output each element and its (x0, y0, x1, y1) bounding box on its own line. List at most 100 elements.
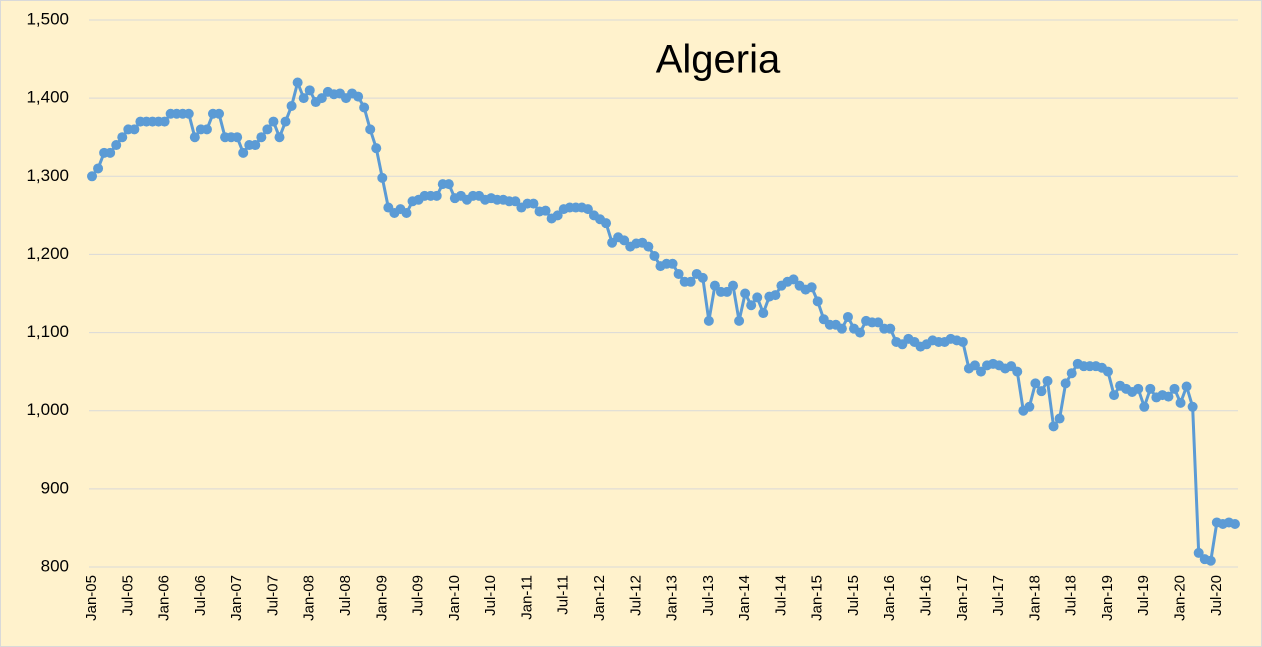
data-point (111, 140, 122, 151)
data-point (540, 205, 551, 216)
data-point (1048, 421, 1059, 432)
x-tick-label: Jan-20 (1172, 575, 1189, 621)
x-tick-label: Jan-05 (83, 575, 100, 621)
data-point (359, 102, 370, 113)
data-point (316, 93, 327, 104)
y-tick-label: 1,500 (26, 9, 69, 28)
data-point (1036, 386, 1047, 397)
data-point (214, 108, 225, 119)
data-point (87, 171, 98, 182)
data-point (667, 258, 678, 269)
data-point (812, 296, 823, 307)
x-tick-label: Jul-13 (700, 575, 717, 616)
data-point (685, 276, 696, 287)
x-tick-label: Jul-07 (264, 575, 281, 616)
data-point (709, 280, 720, 291)
x-tick-label: Jul-08 (337, 575, 354, 616)
data-point (703, 315, 714, 326)
y-tick-label: 1,400 (26, 88, 69, 107)
x-tick-label: Jan-11 (518, 575, 535, 620)
data-point (619, 235, 630, 246)
data-point (697, 272, 708, 283)
x-tick-label: Jan-10 (446, 575, 463, 621)
x-tick-label: Jul-17 (990, 575, 1007, 616)
data-point (377, 172, 388, 183)
x-tick-label: Jan-18 (1026, 575, 1043, 621)
data-point (443, 179, 454, 190)
y-tick-label: 1,200 (26, 244, 69, 263)
x-tick-label: Jul-05 (119, 575, 136, 616)
data-point (183, 108, 194, 119)
data-point (1066, 368, 1077, 379)
x-tick-label: Jul-06 (192, 575, 209, 616)
data-point (552, 210, 563, 221)
data-point (788, 274, 799, 285)
data-point (510, 196, 521, 207)
x-tick-label: Jan-09 (373, 575, 390, 621)
data-point (1102, 366, 1113, 377)
data-point (1163, 391, 1174, 402)
x-tick-label: Jan-17 (954, 575, 971, 621)
data-point (159, 116, 170, 127)
data-point (601, 218, 612, 229)
x-tick-label: Jan-19 (1099, 575, 1116, 621)
data-point (1012, 366, 1023, 377)
data-point (721, 286, 732, 297)
data-point (353, 91, 364, 102)
data-point (1024, 401, 1035, 412)
data-point (1175, 397, 1186, 408)
x-tick-label: Jan-07 (228, 575, 245, 621)
data-point (268, 116, 279, 127)
y-tick-label: 1,100 (26, 322, 69, 341)
data-point (401, 208, 412, 219)
data-point (957, 336, 968, 347)
data-point (770, 290, 781, 301)
data-point (740, 288, 751, 299)
data-point (873, 317, 884, 328)
data-point (238, 147, 249, 158)
y-tick-label: 1,300 (26, 166, 69, 185)
data-point (431, 190, 442, 201)
data-point (855, 327, 866, 338)
data-point (806, 282, 817, 293)
y-tick-label: 1,000 (26, 400, 69, 419)
data-point (117, 132, 128, 143)
data-point (1169, 383, 1180, 394)
data-point (93, 163, 104, 174)
data-point (201, 124, 212, 135)
y-tick-label: 900 (41, 478, 69, 497)
data-point (365, 124, 376, 135)
data-point (1133, 383, 1144, 394)
data-point (1030, 378, 1041, 389)
x-tick-label: Jul-12 (627, 575, 644, 616)
data-point (582, 204, 593, 215)
data-point (1060, 378, 1071, 389)
x-tick-label: Jan-16 (881, 575, 898, 621)
x-tick-label: Jul-11 (555, 575, 572, 615)
data-point (274, 132, 285, 143)
y-tick-label: 800 (41, 556, 69, 575)
chart-title: Algeria (656, 38, 781, 82)
data-point (673, 268, 684, 279)
x-tick-label: Jul-20 (1208, 575, 1225, 616)
data-point (304, 85, 315, 96)
x-tick-label: Jul-16 (918, 575, 935, 616)
data-point (758, 308, 769, 319)
data-point (734, 315, 745, 326)
data-point (189, 132, 200, 143)
x-tick-label: Jan-14 (736, 575, 753, 621)
x-tick-label: Jan-12 (591, 575, 608, 621)
x-tick-label: Jul-18 (1063, 575, 1080, 616)
data-point (975, 366, 986, 377)
data-point (1042, 376, 1053, 387)
data-point (1054, 413, 1065, 424)
data-point (256, 132, 267, 143)
data-point (1145, 383, 1156, 394)
data-point (1205, 555, 1216, 566)
x-tick-label: Jul-10 (482, 575, 499, 616)
data-point (752, 292, 763, 303)
data-point (969, 360, 980, 371)
data-point (105, 147, 116, 158)
data-point (842, 311, 853, 322)
